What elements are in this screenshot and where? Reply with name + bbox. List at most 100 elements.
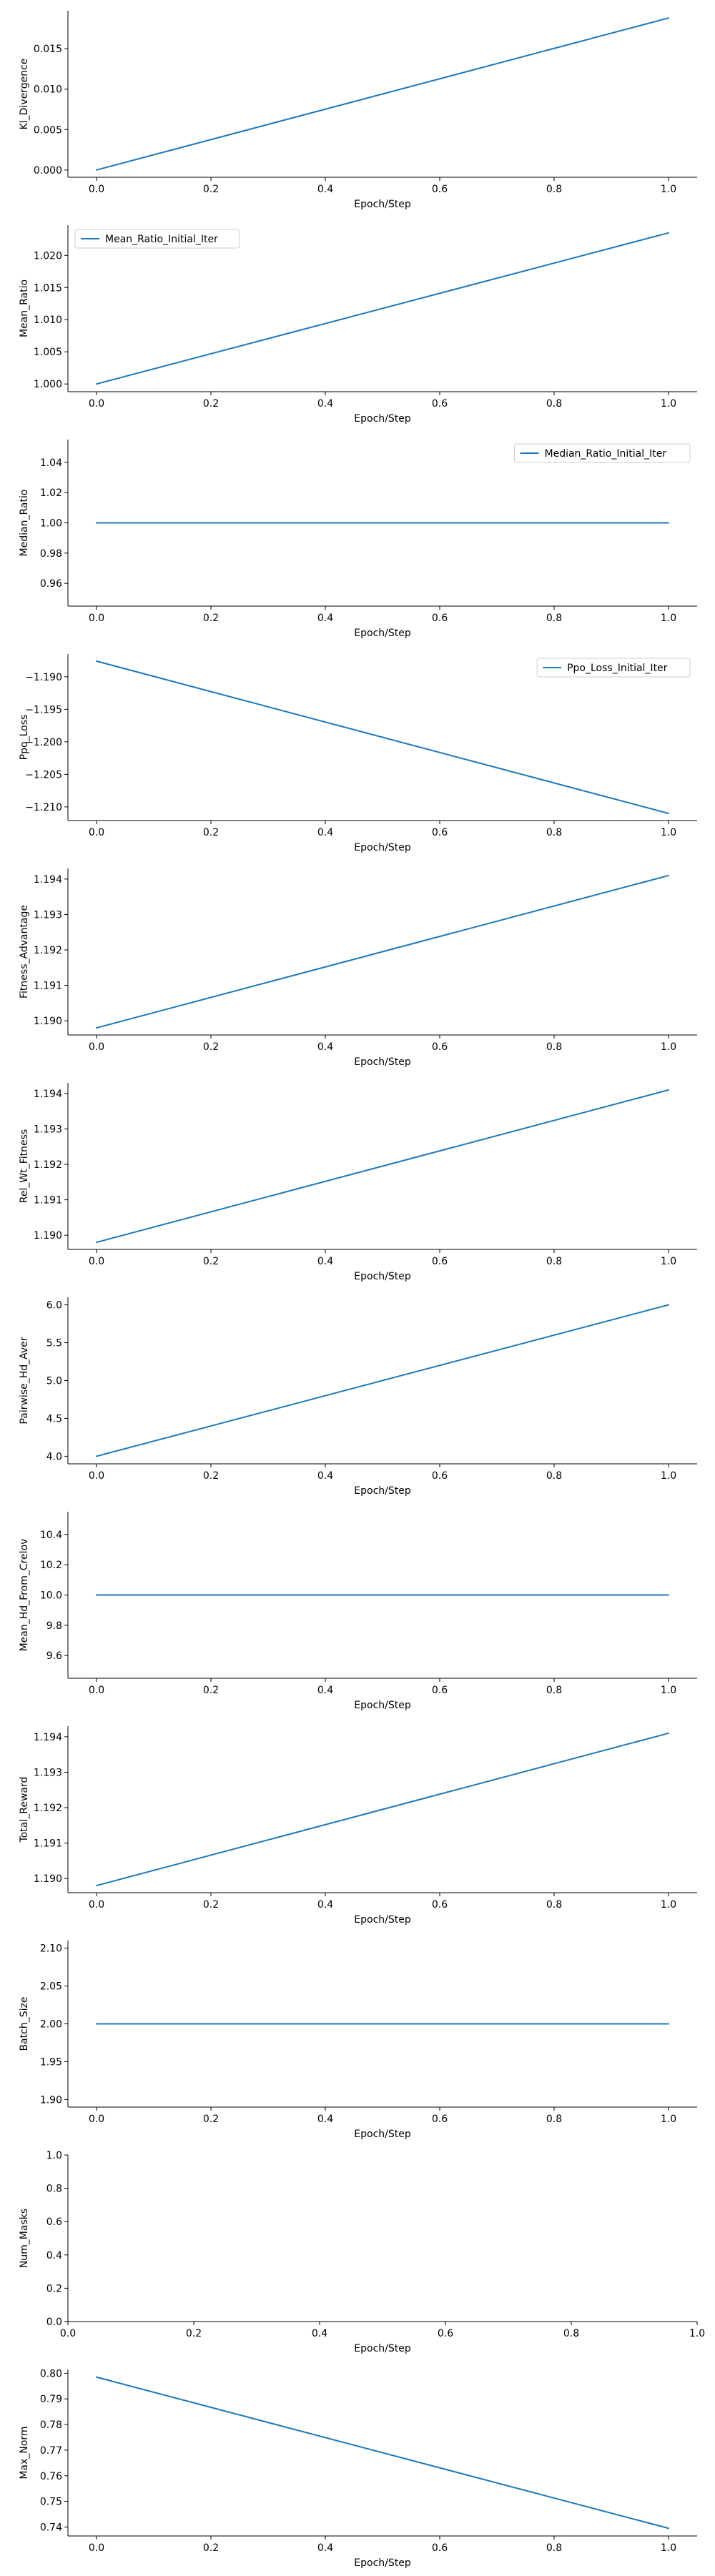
- series-line: [96, 232, 669, 385]
- chart-panel-10: 0.0 0.2 0.4 0.6 0.8 1.0 0.0 0.2 0.4 0.6 0.8 1.0 Epoc…: [19, 2150, 705, 2354]
- x-tick-label: 0.8: [546, 1041, 562, 1053]
- y-tick-label: 1.190: [34, 1230, 62, 1242]
- x-tick-label: 0.6: [438, 2328, 453, 2339]
- x-tick-label: 1.0: [661, 184, 676, 195]
- data-point: [96, 383, 97, 385]
- chart-panel-3: 0.0 0.2 0.4 0.6 0.8 1.0 −1.190 −1.195 −1.200 −1.2…: [19, 654, 697, 853]
- x-tick-label: 0.2: [203, 2114, 219, 2125]
- y-tick-label: 1.020: [34, 250, 62, 262]
- y-tick-label: 0.74: [40, 2522, 62, 2533]
- x-tick-label: 0.6: [432, 1256, 448, 1267]
- data-point: [96, 660, 97, 663]
- x-tick-label: 0.2: [203, 1256, 219, 1267]
- series-line: [96, 874, 669, 1029]
- y-tick-label: 1.000: [34, 379, 62, 390]
- x-tick-label: 0.8: [563, 2328, 579, 2339]
- x-tick-label: 0.4: [317, 1470, 333, 1482]
- y-tick-label: 9.8: [46, 1620, 62, 1632]
- data-point: [668, 874, 669, 876]
- x-tick-label: 0.4: [317, 1685, 333, 1696]
- x-tick-label: 0.0: [89, 2114, 104, 2125]
- x-tick-label: 0.8: [546, 184, 562, 195]
- y-tick-label: 5.0: [46, 1376, 62, 1387]
- y-tick-label: −1.190: [25, 672, 62, 683]
- y-axis-label: Mean_Ratio: [19, 279, 30, 337]
- x-tick-label: 0.0: [89, 2542, 104, 2554]
- y-axis-label: Median_Ratio: [19, 490, 30, 557]
- x-tick-label: 0.6: [432, 827, 448, 838]
- x-tick-label: 0.2: [203, 398, 219, 410]
- y-tick-label: 1.005: [34, 347, 62, 358]
- y-tick-label: 1.194: [34, 1089, 62, 1100]
- y-tick-label: 2.10: [40, 1943, 62, 1955]
- chart-panel-9: 0.0 0.2 0.4 0.6 0.8 1.0 1.90 1.95 2.00 2.05 2.10 Ep…: [19, 1941, 697, 2140]
- y-tick-label: 0.79: [40, 2394, 62, 2405]
- data-point: [668, 522, 669, 524]
- x-axis-label: Epoch/Step: [354, 1271, 411, 1282]
- y-tick-label: 1.191: [34, 981, 62, 992]
- x-tick-label: 0.4: [317, 2542, 333, 2554]
- y-tick-label: 0.8: [46, 2184, 62, 2195]
- data-point: [668, 17, 669, 19]
- x-tick-label: 0.0: [89, 398, 104, 410]
- y-axis-label: Pairwise_Hd_Aver: [19, 1337, 30, 1424]
- chart-panel-1: 0.0 0.2 0.4 0.6 0.8 1.0 1.000 1.005 1.010 1.015 1.…: [19, 225, 697, 425]
- y-tick-label: 0.010: [34, 84, 62, 96]
- x-tick-label: 0.2: [203, 1470, 219, 1482]
- x-tick-label: 0.2: [203, 1041, 219, 1053]
- x-tick-label: 0.4: [317, 827, 333, 838]
- x-axis-label: Epoch/Step: [354, 1914, 411, 1926]
- x-tick-label: 1.0: [661, 1041, 676, 1053]
- data-point: [668, 2023, 669, 2025]
- chart-panel-0: 0.0 0.2 0.4 0.6 0.8 1.0 0.000 0.005 0.010 0.015 Ep…: [19, 11, 697, 210]
- data-point: [96, 1242, 97, 1244]
- x-tick-label: 1.0: [661, 2542, 676, 2554]
- y-tick-label: −1.210: [25, 802, 62, 813]
- x-axis-label: Epoch/Step: [354, 2557, 411, 2569]
- y-tick-label: 10.0: [40, 1590, 62, 1602]
- y-tick-label: 1.192: [34, 1159, 62, 1171]
- chart-panel-7: 0.0 0.2 0.4 0.6 0.8 1.0 9.6 9.8 10.0 10.2 10.4 Epoc…: [19, 1512, 697, 1711]
- x-tick-label: 0.6: [432, 1041, 448, 1053]
- series-line: [96, 1732, 669, 1887]
- y-tick-label: 1.192: [34, 945, 62, 956]
- y-tick-label: 0.6: [46, 2216, 62, 2228]
- y-tick-label: 10.4: [40, 1530, 62, 1541]
- y-tick-label: 1.190: [34, 1016, 62, 1027]
- y-tick-label: 0.4: [46, 2250, 62, 2262]
- y-tick-label: 1.190: [34, 1873, 62, 1885]
- data-point: [668, 2527, 669, 2530]
- y-tick-label: 0.75: [40, 2497, 62, 2508]
- x-tick-label: 0.0: [89, 1470, 104, 1482]
- y-tick-label: 0.0: [46, 2317, 62, 2328]
- x-tick-label: 0.2: [186, 2328, 202, 2339]
- y-tick-label: 4.0: [46, 1451, 62, 1462]
- legend-box: [536, 658, 691, 678]
- x-tick-label: 0.4: [317, 2114, 333, 2125]
- x-tick-label: 0.8: [546, 1685, 562, 1696]
- y-tick-label: 1.192: [34, 1803, 62, 1814]
- y-tick-label: 1.00: [40, 518, 62, 530]
- legend-label: Median_Ratio_Initial_Iter: [545, 448, 667, 460]
- x-tick-label: 0.2: [203, 1899, 219, 1911]
- x-axis-label: Epoch/Step: [354, 2129, 411, 2140]
- y-tick-label: 2.00: [40, 2019, 62, 2031]
- x-tick-label: 0.2: [203, 2542, 219, 2554]
- y-tick-label: 1.191: [34, 1838, 62, 1850]
- legend-label: Ppo_Loss_Initial_Iter: [567, 663, 668, 674]
- series-line: [96, 660, 669, 814]
- y-tick-label: −1.205: [25, 769, 62, 781]
- y-tick-label: 4.5: [46, 1413, 62, 1425]
- x-tick-label: 0.8: [546, 2114, 562, 2125]
- x-axis-label: Epoch/Step: [354, 1485, 411, 1497]
- series-line: [96, 1089, 669, 1244]
- x-tick-label: 0.0: [89, 1685, 104, 1696]
- x-tick-label: 1.0: [661, 1685, 676, 1696]
- data-point: [96, 169, 97, 171]
- y-tick-label: 1.193: [34, 1124, 62, 1135]
- x-tick-label: 0.2: [203, 1685, 219, 1696]
- x-tick-label: 1.0: [661, 1899, 676, 1911]
- data-point: [668, 232, 669, 234]
- chart-panel-11: 0.0 0.2 0.4 0.6 0.8 1.0 0.74 0.75 0.76 0.77 0.78 0.…: [19, 2368, 697, 2569]
